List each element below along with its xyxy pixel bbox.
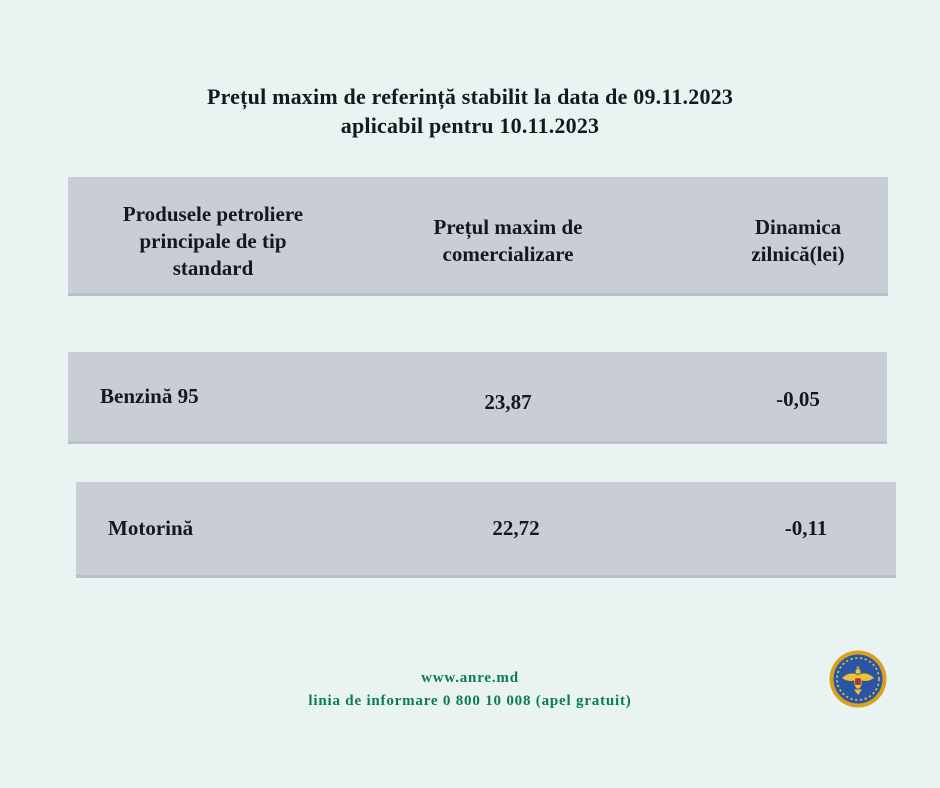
table-row-benzina-95: Benzină 95 23,87 -0,05 [68,352,887,444]
header-products-line-1: Produsele petroliere [122,201,304,226]
product-name: Benzină 95 [100,384,199,408]
header-max-price-line-1: Prețul maxim de [433,215,583,239]
footer-info-line: linia de informare 0 800 10 008 (apel gr… [308,693,632,709]
header-daily-dynamic-line-1: Dinamica [754,215,842,239]
header-daily-dynamic-line-2: zilnică(lei) [751,242,845,266]
header-max-price-column: Prețul maxim de comercializare [358,189,658,293]
footer-website: www.anre.md [421,670,519,686]
header-max-price-line-2: comercializare [442,242,574,266]
product-name: Motorină [108,516,194,540]
max-price-value: 23,87 [484,390,532,414]
daily-dynamic-value: -0,05 [776,387,820,411]
table-header-row: Produsele petroliere principale de tip s… [68,177,888,296]
header-daily-dynamic-column: Dinamica zilnică(lei) [658,189,888,293]
page-title: Prețul maxim de referință stabilit la da… [0,82,940,140]
header-products-line-2: principale de tip [139,228,287,253]
daily-dynamic-value: -0,11 [784,516,828,540]
header-products-column: Produsele petroliere principale de tip s… [68,189,358,293]
header-products-line-3: standard [172,255,254,280]
anre-moldova-seal-icon [829,650,887,708]
table-row-motorina: Motorină 22,72 -0,11 [76,482,896,578]
title-line-2: aplicabil pentru 10.11.2023 [340,113,600,138]
max-price-value: 22,72 [492,516,540,540]
footer: www.anre.md linia de informare 0 800 10 … [0,667,940,713]
title-line-1: Prețul maxim de referință stabilit la da… [206,84,734,109]
